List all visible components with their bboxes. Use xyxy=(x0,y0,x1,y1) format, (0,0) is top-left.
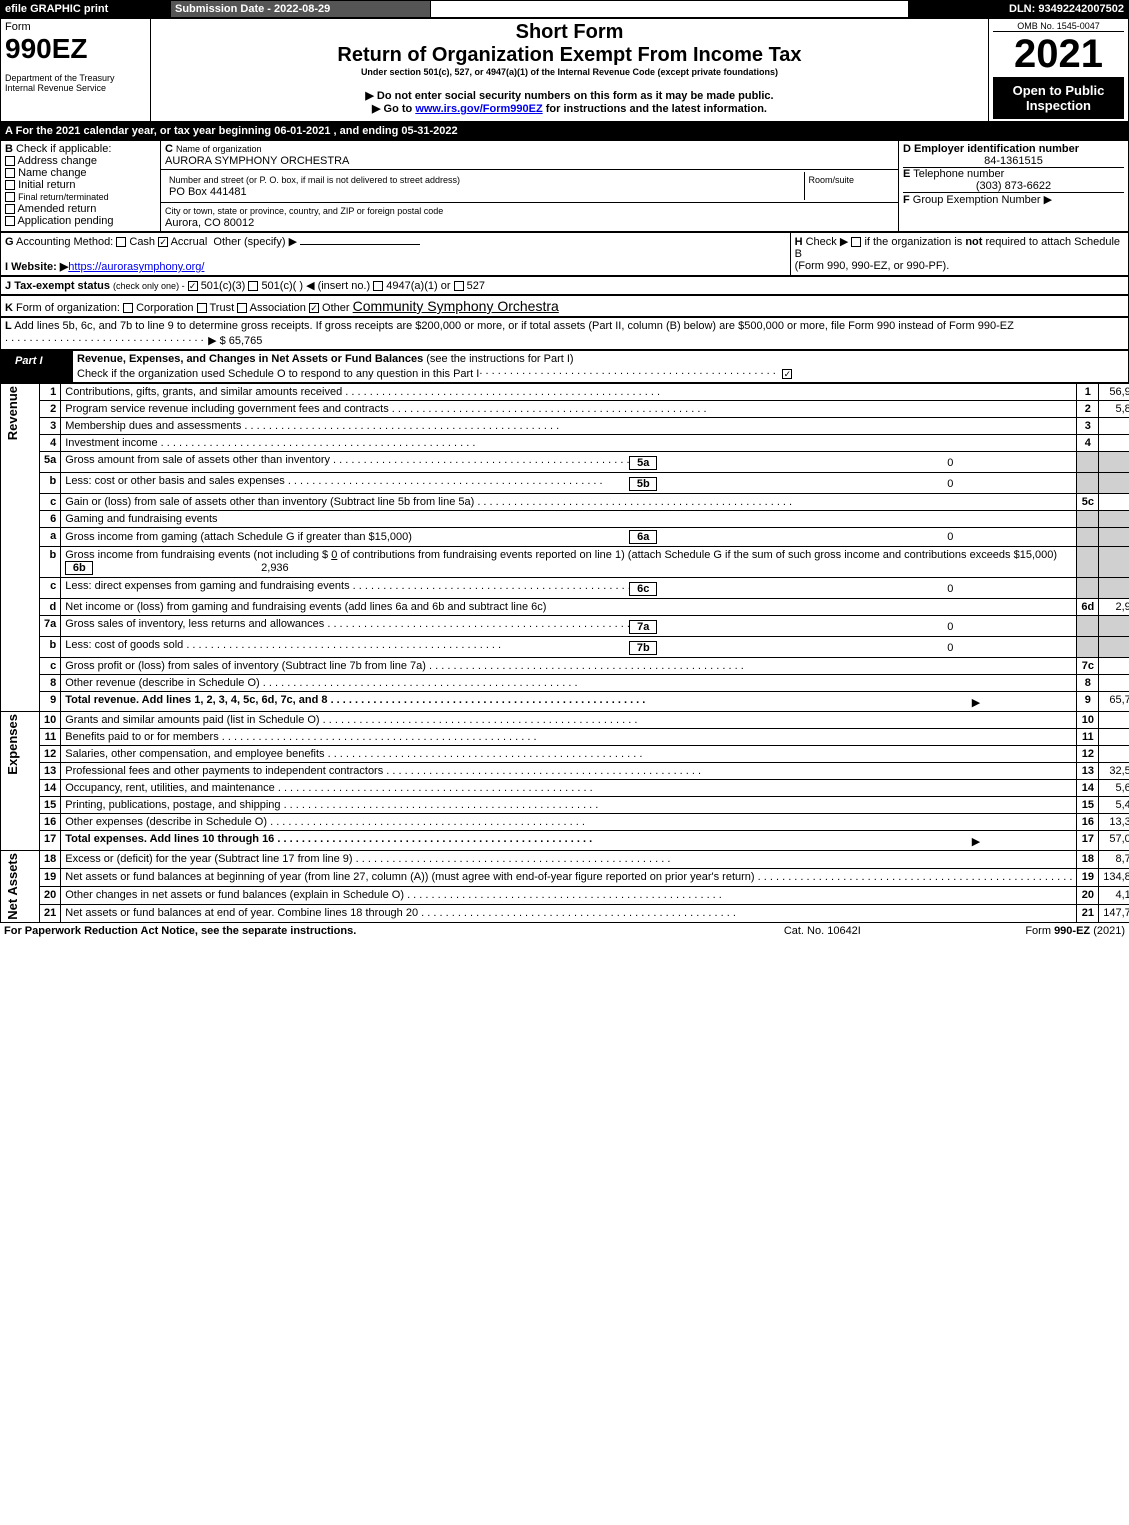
chk-4947[interactable] xyxy=(373,281,383,291)
open-to-public: Open to Public Inspection xyxy=(993,77,1124,119)
chk-501c3[interactable]: ✓ xyxy=(188,281,198,291)
part1-table: Revenue 1Contributions, gifts, grants, a… xyxy=(0,383,1129,923)
street: PO Box 441481 xyxy=(169,186,247,198)
chk-k-other[interactable]: ✓ xyxy=(309,303,319,313)
chk-name-change[interactable] xyxy=(5,168,15,178)
phone: (303) 873-6622 xyxy=(903,180,1124,192)
subtitle: Under section 501(c), 527, or 4947(a)(1)… xyxy=(155,67,984,77)
form-header: Form 990EZ Department of the Treasury In… xyxy=(0,18,1129,122)
city: Aurora, CO 80012 xyxy=(165,217,254,229)
footer-right: Form 990-EZ (2021) xyxy=(909,923,1129,939)
title-long: Return of Organization Exempt From Incom… xyxy=(155,44,984,67)
chk-501c[interactable] xyxy=(248,281,258,291)
chk-app-pending[interactable] xyxy=(5,216,15,226)
chk-assoc[interactable] xyxy=(237,303,247,313)
netassets-label: Net Assets xyxy=(5,853,20,920)
org-name: AURORA SYMPHONY ORCHESTRA xyxy=(165,155,349,167)
page-footer: For Paperwork Reduction Act Notice, see … xyxy=(0,923,1129,939)
chk-527[interactable] xyxy=(454,281,464,291)
chk-part1-scho[interactable]: ✓ xyxy=(782,369,792,379)
efile-link[interactable]: efile GRAPHIC print xyxy=(1,1,171,18)
tax-year: 2021 xyxy=(993,32,1124,77)
line-j: J Tax-exempt status (check only one) - ✓… xyxy=(1,277,1129,295)
chk-address-change[interactable] xyxy=(5,156,15,166)
k-other-val: Community Symphony Orchestra xyxy=(353,298,559,314)
part1-label: Part I xyxy=(5,353,53,369)
chk-initial-return[interactable] xyxy=(5,180,15,190)
revenue-label: Revenue xyxy=(5,386,20,440)
chk-h[interactable] xyxy=(851,237,861,247)
expenses-label: Expenses xyxy=(5,714,20,775)
chk-cash[interactable] xyxy=(116,237,126,247)
website-link[interactable]: https://aurorasymphony.org/ xyxy=(68,261,204,273)
part1-heading: Revenue, Expenses, and Changes in Net As… xyxy=(77,353,423,365)
omb: OMB No. 1545-0047 xyxy=(993,21,1124,32)
ssn-warning: ▶ Do not enter social security numbers o… xyxy=(155,89,984,102)
line-l: L Add lines 5b, 6c, and 7b to line 9 to … xyxy=(1,318,1129,350)
title-short: Short Form xyxy=(155,21,984,44)
b-label: Check if applicable: xyxy=(16,143,111,155)
chk-accrual[interactable]: ✓ xyxy=(158,237,168,247)
submission-date: Submission Date - 2022-08-29 xyxy=(171,1,431,18)
dln: DLN: 93492242007502 xyxy=(909,1,1129,18)
form-word: Form xyxy=(5,21,146,33)
footer-catno: Cat. No. 10642I xyxy=(736,923,910,939)
goto-line: ▶ Go to www.irs.gov/Form990EZ for instru… xyxy=(155,102,984,115)
chk-final-return[interactable] xyxy=(5,192,15,202)
form-number: 990EZ xyxy=(5,33,146,65)
entity-block: B Check if applicable: Address change Na… xyxy=(0,140,1129,232)
chk-amended[interactable] xyxy=(5,204,15,214)
topbar: efile GRAPHIC print Submission Date - 20… xyxy=(0,0,1129,18)
chk-corp[interactable] xyxy=(123,303,133,313)
line-a: A For the 2021 calendar year, or tax yea… xyxy=(1,123,1129,140)
irs-link[interactable]: www.irs.gov/Form990EZ xyxy=(415,103,542,115)
chk-trust[interactable] xyxy=(197,303,207,313)
footer-left: For Paperwork Reduction Act Notice, see … xyxy=(0,923,736,939)
ein: 84-1361515 xyxy=(903,155,1124,167)
line-k: K Form of organization: Corporation Trus… xyxy=(1,296,1129,317)
dept: Department of the Treasury Internal Reve… xyxy=(5,73,146,93)
